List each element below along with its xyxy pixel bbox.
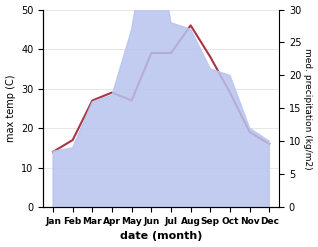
X-axis label: date (month): date (month) — [120, 231, 202, 242]
Y-axis label: max temp (C): max temp (C) — [5, 75, 16, 142]
Y-axis label: med. precipitation (kg/m2): med. precipitation (kg/m2) — [303, 48, 313, 169]
